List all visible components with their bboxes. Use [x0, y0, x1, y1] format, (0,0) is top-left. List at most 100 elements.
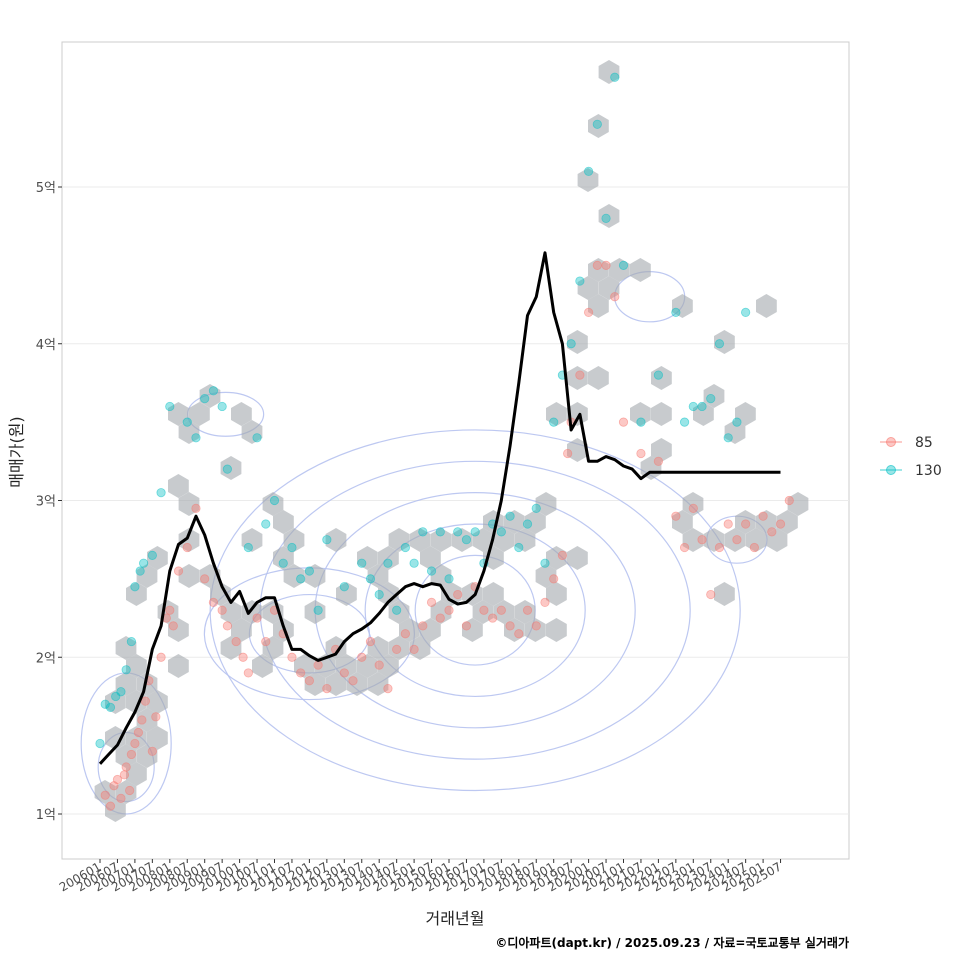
- data-point-130: [357, 558, 367, 568]
- hexbin-cell: [672, 510, 693, 534]
- hexbin-cell: [178, 420, 200, 444]
- data-point-130: [191, 433, 201, 443]
- data-point-85: [392, 644, 402, 655]
- data-point-85: [383, 683, 393, 694]
- hexbin-cell: [94, 780, 116, 804]
- data-point-130: [688, 401, 698, 412]
- data-point-85: [348, 676, 358, 686]
- hexbin-cell: [672, 294, 693, 318]
- hexbin-cell: [567, 402, 588, 426]
- data-point-85: [200, 574, 210, 584]
- hexbin-cell: [241, 420, 263, 444]
- data-point-85: [130, 738, 140, 749]
- data-point-85: [126, 749, 137, 760]
- data-point-130: [392, 605, 402, 615]
- data-point-85: [767, 527, 777, 537]
- hexbin-cell: [304, 564, 326, 588]
- data-point-85: [151, 712, 161, 722]
- data-point-85: [147, 746, 157, 756]
- data-point-130: [444, 574, 454, 584]
- data-point-85: [671, 511, 681, 521]
- data-point-85: [121, 762, 131, 772]
- hexbin-cell: [147, 726, 168, 750]
- hexbin-cell: [703, 528, 725, 552]
- hexbin-cell: [514, 600, 536, 624]
- hexbin-cell: [493, 600, 515, 624]
- hexbin-cell: [493, 528, 515, 552]
- data-point-85: [496, 605, 506, 615]
- hexbin-cell: [336, 654, 357, 678]
- data-point-130: [304, 566, 314, 576]
- hexbin-cell: [682, 528, 704, 552]
- data-point-130: [514, 542, 524, 553]
- hexbin-cell: [126, 762, 147, 786]
- data-point-130: [706, 394, 716, 404]
- legend-key-point: [886, 437, 896, 447]
- hexbin-cell: [189, 402, 210, 426]
- hexbin-cell: [273, 510, 294, 534]
- data-point-85: [522, 605, 533, 615]
- hexbin-cell: [577, 168, 599, 192]
- data-point-85: [222, 621, 232, 631]
- data-point-130: [182, 417, 192, 427]
- hexbin-cell: [220, 456, 242, 480]
- data-point-85: [100, 790, 110, 800]
- hexbin-cell: [336, 582, 357, 606]
- hexbin-cell: [168, 474, 189, 498]
- legend-label: 85: [915, 435, 933, 451]
- hexbin-cell: [420, 546, 441, 570]
- hexbin-cell: [147, 690, 168, 714]
- hexbin-layer: [94, 60, 809, 822]
- legend-label: 130: [915, 463, 942, 479]
- hexbin-cell: [745, 528, 767, 552]
- data-point-130: [105, 702, 116, 713]
- density-contour: [364, 523, 586, 698]
- data-point-130: [287, 542, 297, 553]
- hexbin-cell: [567, 546, 588, 570]
- hexbin-cell: [588, 366, 609, 390]
- data-point-130: [697, 401, 707, 412]
- data-point-85: [133, 727, 143, 738]
- hexbin-cell: [367, 672, 389, 696]
- data-point-85: [322, 683, 332, 694]
- data-point-85: [119, 770, 130, 780]
- hexbin-cell: [388, 636, 410, 660]
- hexbin-cell: [357, 654, 378, 678]
- data-point-130: [496, 527, 506, 537]
- hexbin-cell: [115, 636, 137, 660]
- data-point-85: [444, 605, 454, 615]
- data-point-130: [540, 558, 550, 568]
- hexbin-cell: [388, 600, 410, 624]
- hexbin-cell: [168, 618, 189, 642]
- data-point-130: [365, 574, 376, 584]
- data-point-130: [549, 417, 559, 427]
- data-point-130: [435, 527, 445, 537]
- hexbin-cell: [430, 528, 452, 552]
- hexbin-cell: [535, 492, 557, 516]
- data-point-85: [137, 715, 147, 725]
- hexbin-cell: [262, 636, 284, 660]
- hexbin-cell: [598, 60, 620, 84]
- data-point-130: [296, 574, 306, 584]
- data-point-85: [112, 774, 123, 785]
- hexbin-cell: [546, 402, 567, 426]
- hexbin-cell: [378, 582, 399, 606]
- data-point-130: [208, 386, 219, 396]
- hexbin-cell: [766, 528, 788, 552]
- data-point-130: [121, 665, 131, 675]
- hexbin-cell: [514, 528, 536, 552]
- data-point-130: [147, 550, 157, 560]
- hexbin-cell: [577, 276, 599, 300]
- data-point-85: [217, 605, 227, 615]
- data-point-85: [238, 652, 248, 662]
- hexbin-cell: [105, 726, 126, 750]
- data-point-85: [313, 660, 323, 670]
- data-point-130: [261, 519, 271, 529]
- hexbin-cell: [325, 636, 347, 660]
- data-point-85: [165, 605, 175, 615]
- data-point-130: [583, 166, 594, 176]
- data-point-130: [116, 687, 126, 697]
- data-point-85: [679, 542, 690, 553]
- hexbin-cell: [504, 618, 525, 642]
- data-point-130: [531, 503, 541, 513]
